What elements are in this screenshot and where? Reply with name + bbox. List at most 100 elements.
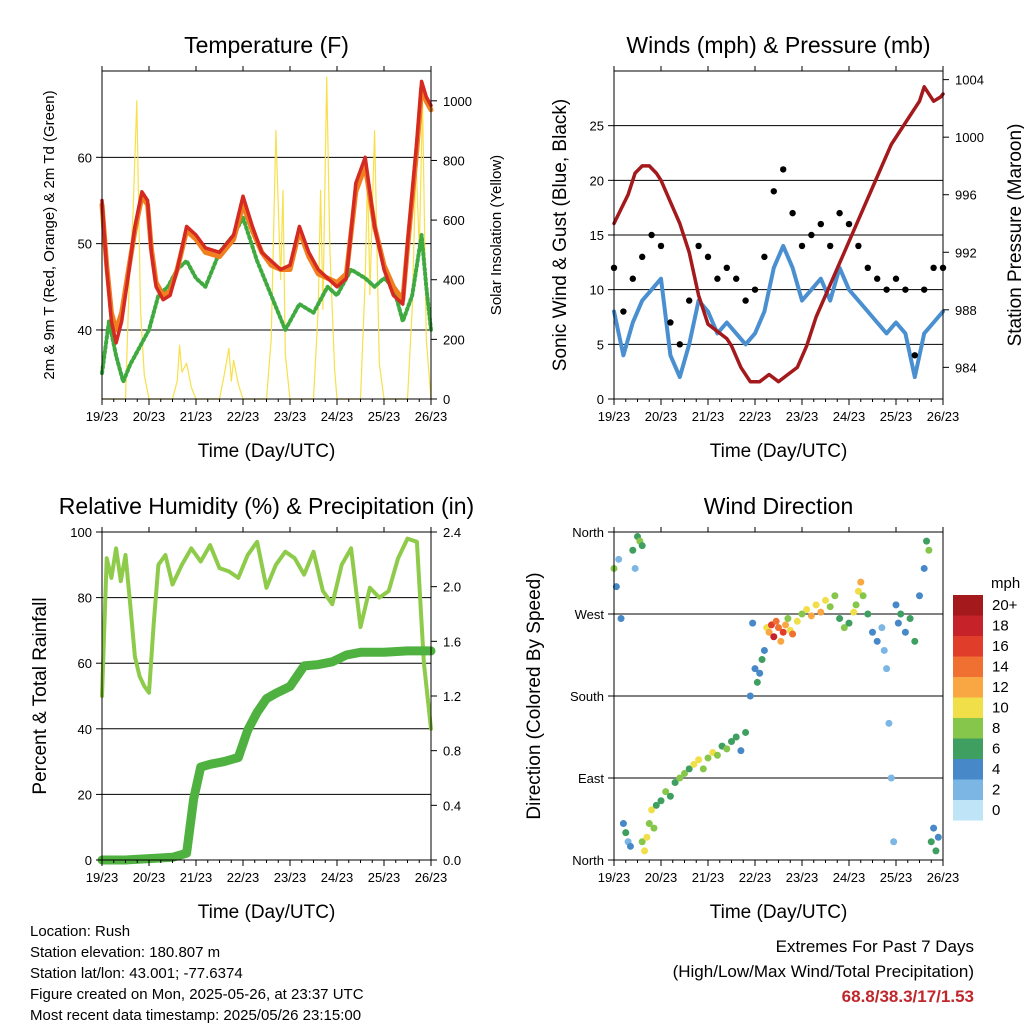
- x-tick-label: 26/23: [927, 409, 960, 424]
- direction-point: [749, 619, 757, 627]
- x-tick-label: 21/23: [692, 409, 725, 424]
- direction-point: [615, 555, 623, 563]
- x-tick-label: 20/23: [645, 409, 678, 424]
- direction-point: [619, 820, 627, 828]
- direction-point: [916, 592, 923, 600]
- direction-point: [699, 765, 707, 773]
- y-right-tick-label: 2.4: [443, 525, 461, 540]
- precipitation-line: [97, 646, 436, 865]
- x-tick-label: 22/23: [227, 870, 260, 885]
- gust-point: [827, 242, 834, 250]
- direction-point: [645, 820, 653, 828]
- x-tick-label: 20/23: [645, 870, 678, 885]
- direction-point: [798, 610, 806, 618]
- direction-point: [906, 615, 914, 623]
- x-tick-label: 19/23: [598, 870, 631, 885]
- y-tick-label: 15: [590, 228, 604, 243]
- direction-point: [777, 637, 785, 645]
- direction-point: [638, 838, 646, 846]
- direction-point: [638, 542, 646, 550]
- direction-point: [873, 637, 881, 645]
- legend-label: 0: [992, 802, 1000, 819]
- direction-point: [671, 779, 679, 787]
- gust-point: [911, 352, 918, 359]
- direction-point: [784, 615, 792, 623]
- direction-point: [648, 806, 656, 814]
- direction-point: [892, 601, 900, 609]
- legend-label: 14: [992, 659, 1009, 676]
- direction-point: [782, 621, 790, 629]
- legend-swatch: [953, 656, 983, 677]
- legend-label: 18: [992, 618, 1009, 635]
- gust-point: [808, 231, 815, 239]
- direction-point: [857, 578, 865, 586]
- x-tick-label: 22/23: [739, 870, 772, 885]
- gust-point: [789, 209, 796, 217]
- x-axis-label: Time (Day/UTC): [710, 441, 848, 462]
- y-right-tick-label: 1000: [443, 94, 472, 109]
- gust-point: [639, 253, 646, 261]
- direction-point: [822, 596, 829, 604]
- x-tick-label: 21/23: [180, 870, 213, 885]
- y-tick-label: 80: [78, 591, 92, 606]
- direction-point: [728, 738, 735, 746]
- gust-point: [883, 286, 890, 293]
- figure-created: Figure created on Mon, 2025-05-26, at 23…: [30, 986, 364, 1003]
- gust-point: [855, 242, 862, 250]
- direction-point: [869, 628, 876, 636]
- direction-point: [880, 646, 888, 654]
- y-tick-label: 60: [78, 150, 92, 165]
- direction-point: [662, 788, 670, 796]
- chart-title: Relative Humidity (%) & Precipitation (i…: [59, 493, 474, 519]
- direction-point: [657, 797, 665, 805]
- direction-point: [626, 842, 634, 850]
- gust-point: [864, 264, 871, 271]
- direction-point: [840, 624, 848, 632]
- direction-point: [622, 829, 630, 837]
- y-tick-label: 0: [597, 392, 604, 407]
- station-location: Location: Rush: [30, 923, 131, 940]
- x-tick-label: 26/23: [415, 870, 448, 885]
- direction-point: [770, 633, 778, 641]
- temperature-9m-line: [99, 85, 434, 333]
- recent-timestamp: Most recent data timestamp: 2025/05/26 2…: [30, 1007, 362, 1024]
- direction-point: [751, 665, 759, 673]
- legend-swatch: [953, 800, 983, 821]
- x-tick-label: 21/23: [180, 409, 213, 424]
- gust-point: [733, 275, 740, 282]
- gust-point: [667, 319, 674, 326]
- direction-point: [742, 728, 750, 736]
- winds-chart: 19/23 20/23 21/23 22/23 23/23 24/23 25/23 26/23…: [550, 32, 1024, 462]
- y-right-tick-label: 984: [955, 360, 977, 375]
- y-tick-label: 0: [85, 853, 92, 868]
- x-tick-label: 23/23: [274, 409, 307, 424]
- direction-point: [758, 656, 766, 664]
- y-tick-label: 5: [597, 337, 604, 352]
- direction-point: [685, 765, 693, 773]
- x-tick-label: 22/23: [227, 409, 260, 424]
- direction-point: [920, 564, 928, 572]
- y-tick-label: East: [578, 771, 604, 786]
- direction-point: [737, 747, 745, 755]
- legend-swatch: [953, 595, 983, 616]
- gust-point: [695, 242, 702, 250]
- y-right-tick-label: 0.4: [443, 798, 461, 813]
- direction-point: [852, 601, 860, 609]
- chart-title: Temperature (F): [184, 32, 349, 58]
- chart-title: Wind Direction: [704, 493, 854, 519]
- gust-point: [714, 275, 721, 282]
- relative-humidity-line: [100, 536, 433, 731]
- y-right-tick-label: 0.0: [443, 853, 461, 868]
- x-tick-label: 25/23: [368, 409, 401, 424]
- direction-point: [885, 719, 893, 727]
- legend-label: 2: [992, 782, 1000, 799]
- legend-label: 12: [992, 679, 1009, 696]
- direction-point: [629, 546, 637, 554]
- direction-point: [911, 637, 919, 645]
- y-right-tick-label: 996: [955, 188, 977, 203]
- direction-point: [756, 669, 764, 677]
- direction-point: [927, 838, 935, 846]
- y-tick-label: West: [575, 607, 605, 622]
- x-tick-label: 24/23: [321, 870, 354, 885]
